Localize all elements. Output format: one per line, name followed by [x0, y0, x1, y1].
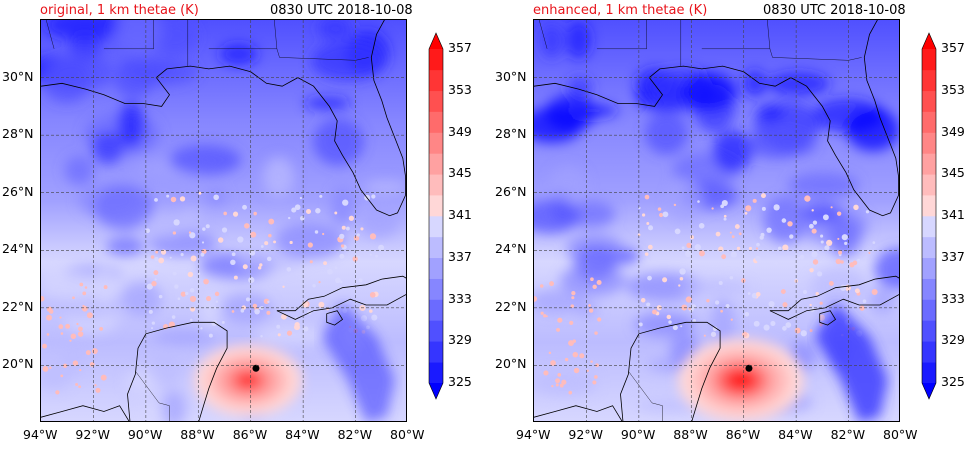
x-tick-label: 88°W	[180, 427, 215, 442]
colorbar-tick-label: 337	[448, 248, 472, 264]
colorbar-tick-label: 353	[448, 81, 472, 97]
x-tick-label: 88°W	[673, 427, 708, 442]
colorbar-tick-label: 325	[448, 374, 472, 389]
colorbar: 325 329 333 337 341 345 349 353 357	[921, 32, 965, 404]
x-tick-label: 94°W	[516, 427, 551, 442]
map-frame	[533, 19, 900, 422]
panel-timestamp: 0830 UTC 2018-10-08	[270, 3, 413, 18]
x-tick-label: 86°W	[232, 427, 268, 442]
x-tick-label: 84°W	[778, 427, 813, 442]
x-tick-label: 92°W	[568, 427, 603, 442]
colorbar-tick-label: 329	[448, 332, 472, 348]
y-tick-label: 22°N	[2, 298, 34, 314]
colorbar-tick-label: 345	[941, 165, 965, 181]
y-tick-label: 30°N	[2, 68, 34, 84]
panel-enhanced: enhanced, 1 km thetae (K) 0830 UTC 2018-…	[493, 0, 972, 449]
colorbar-tick-label: 341	[941, 207, 965, 222]
y-tick-label: 24°N	[495, 241, 527, 257]
x-tick-label: 86°W	[725, 427, 761, 442]
colorbar-tick-label: 325	[941, 374, 965, 389]
x-tick-label: 92°W	[75, 427, 110, 442]
theta-e-map	[534, 20, 899, 421]
map-frame	[40, 19, 407, 422]
panel-title: enhanced, 1 km thetae (K)	[533, 3, 708, 18]
colorbar-tick-label: 341	[448, 207, 472, 222]
colorbar-tick-label: 357	[941, 40, 965, 55]
panel-original: original, 1 km thetae (K) 0830 UTC 2018-…	[2, 3, 472, 442]
colorbar-tick-label: 349	[941, 123, 965, 139]
x-tick-label: 90°W	[620, 427, 656, 442]
x-tick-label: 94°W	[23, 427, 58, 442]
y-tick-label: 30°N	[495, 68, 527, 84]
colorbar-tick-label: 333	[941, 290, 965, 306]
y-tick-label: 22°N	[495, 298, 527, 314]
colorbar-scale	[428, 32, 444, 400]
y-tick-label: 26°N	[2, 183, 34, 199]
colorbar-tick-label: 357	[448, 40, 472, 55]
colorbar-tick-label: 329	[941, 332, 965, 348]
y-tick-label: 26°N	[495, 183, 527, 199]
x-tick-label: 84°W	[285, 427, 320, 442]
x-tick-label: 80°W	[390, 427, 425, 442]
x-tick-label: 90°W	[127, 427, 163, 442]
x-tick-label: 80°W	[883, 427, 918, 442]
x-tick-label: 82°W	[337, 427, 373, 442]
colorbar-tick-label: 333	[448, 290, 472, 306]
y-tick-label: 20°N	[2, 356, 34, 372]
colorbar-tick-label: 345	[448, 165, 472, 181]
colorbar: 325 329 333 337 341 345 349 353 357	[428, 32, 472, 404]
colorbar-tick-label: 353	[941, 81, 965, 97]
y-tick-label: 28°N	[495, 126, 527, 142]
y-tick-label: 28°N	[2, 126, 34, 142]
y-tick-label: 20°N	[495, 356, 527, 372]
y-tick-label: 24°N	[2, 241, 34, 257]
x-tick-label: 82°W	[830, 427, 866, 442]
colorbar-tick-label: 349	[448, 123, 472, 139]
panel-title: original, 1 km thetae (K)	[40, 3, 199, 18]
colorbar-tick-label: 337	[941, 248, 965, 264]
panel-timestamp: 0830 UTC 2018-10-08	[763, 3, 906, 18]
colorbar-scale	[921, 32, 937, 400]
theta-e-map	[41, 20, 406, 421]
